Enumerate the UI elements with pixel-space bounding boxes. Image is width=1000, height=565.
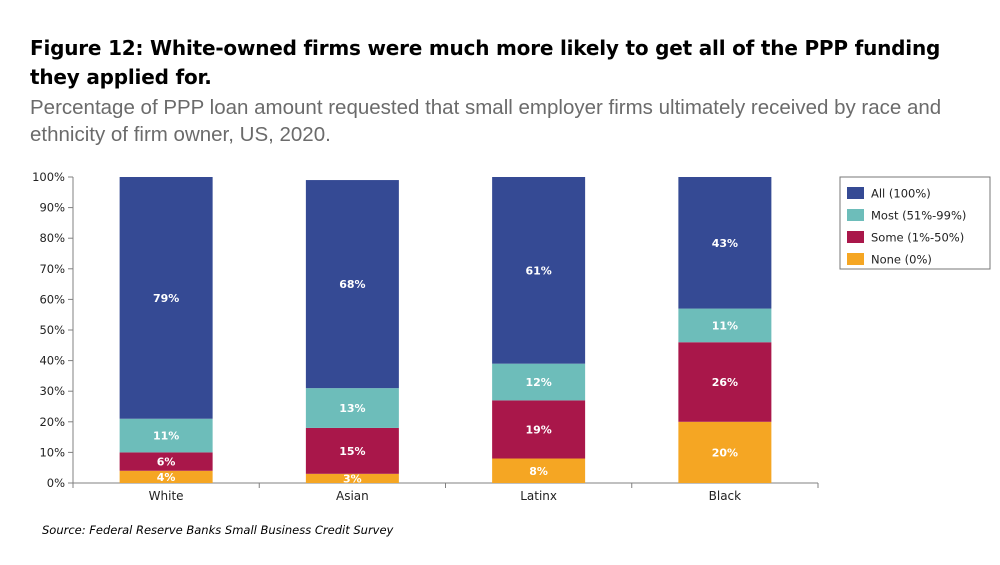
data-label: 13% <box>339 402 365 415</box>
stacked-bar-chart: 0% 10% 20% 30% 40% 50% 60% 70% 80% 90% 100% White As… <box>32 170 991 503</box>
x-tick-label: Latinx <box>520 489 557 503</box>
bar-segment <box>119 470 213 483</box>
legend-swatch <box>847 253 864 265</box>
bar-segment <box>305 388 399 428</box>
legend-swatch <box>847 231 864 243</box>
data-label: 12% <box>525 376 551 389</box>
legend-box <box>839 176 991 270</box>
bar-segment <box>678 342 772 422</box>
bar-segment <box>119 177 213 419</box>
legend-swatch <box>847 209 864 221</box>
bar-segment <box>492 458 586 483</box>
legend-swatch <box>847 187 864 199</box>
legend-label: Some (1%-50%) <box>871 231 964 245</box>
y-tick-label: 0% <box>47 476 65 490</box>
x-tick-label: White <box>149 489 184 503</box>
x-tick-label: Black <box>709 489 742 503</box>
y-tick-label: 20% <box>39 415 65 429</box>
data-label: 61% <box>525 264 551 277</box>
data-label: 20% <box>712 446 738 459</box>
y-tick-label: 100% <box>32 170 65 184</box>
chart-legend: All (100%) Most (51%-99%) Some (1%-50%) Non… <box>839 176 991 270</box>
y-tick-label: 30% <box>39 384 65 398</box>
y-tick-label: 70% <box>39 262 65 276</box>
data-label: 26% <box>712 376 738 389</box>
data-label: 8% <box>529 465 548 478</box>
bar-segment <box>119 452 213 471</box>
data-label: 68% <box>339 278 365 291</box>
bar-segment <box>492 363 586 401</box>
bar-segment <box>492 177 586 364</box>
data-label: 15% <box>339 445 365 458</box>
legend-label: All (100%) <box>871 187 931 201</box>
legend-label: Most (51%-99%) <box>871 209 966 223</box>
bar-segment <box>678 308 772 343</box>
chart-axes: 0% 10% 20% 30% 40% 50% 60% 70% 80% 90% 100% White As… <box>32 170 819 503</box>
bar-segment <box>492 400 586 459</box>
data-label: 19% <box>525 423 551 436</box>
chart-bars: 4% 6% 11% 79% 3% 15% 13% 68% 8% 19% 12% 61% 20% 26% 11… <box>119 177 772 485</box>
data-label: 79% <box>153 292 179 305</box>
data-label: 4% <box>157 471 176 484</box>
bar-segment <box>305 473 399 483</box>
bar-segment <box>305 180 399 389</box>
source-note: Source: Federal Reserve Banks Small Busi… <box>42 523 394 537</box>
data-label: 3% <box>343 472 362 485</box>
y-tick-label: 60% <box>39 292 65 306</box>
legend-label: None (0%) <box>871 253 932 267</box>
y-tick-label: 90% <box>39 201 65 215</box>
data-label: 11% <box>712 319 738 332</box>
chart-title: Figure 12: White-owned firms were much m… <box>30 36 941 89</box>
x-tick-label: Asian <box>336 489 369 503</box>
data-label: 43% <box>712 237 738 250</box>
y-tick-label: 80% <box>39 231 65 245</box>
bar-segment <box>119 418 213 453</box>
bar-segment <box>678 421 772 483</box>
chart-subtitle: Percentage of PPP loan amount requested … <box>30 96 942 146</box>
y-tick-label: 10% <box>39 445 65 459</box>
data-label: 11% <box>153 430 179 443</box>
bar-segment <box>305 427 399 474</box>
y-tick-label: 50% <box>39 323 65 337</box>
y-tick-label: 40% <box>39 354 65 368</box>
data-label: 6% <box>157 456 176 469</box>
bar-segment <box>678 177 772 309</box>
